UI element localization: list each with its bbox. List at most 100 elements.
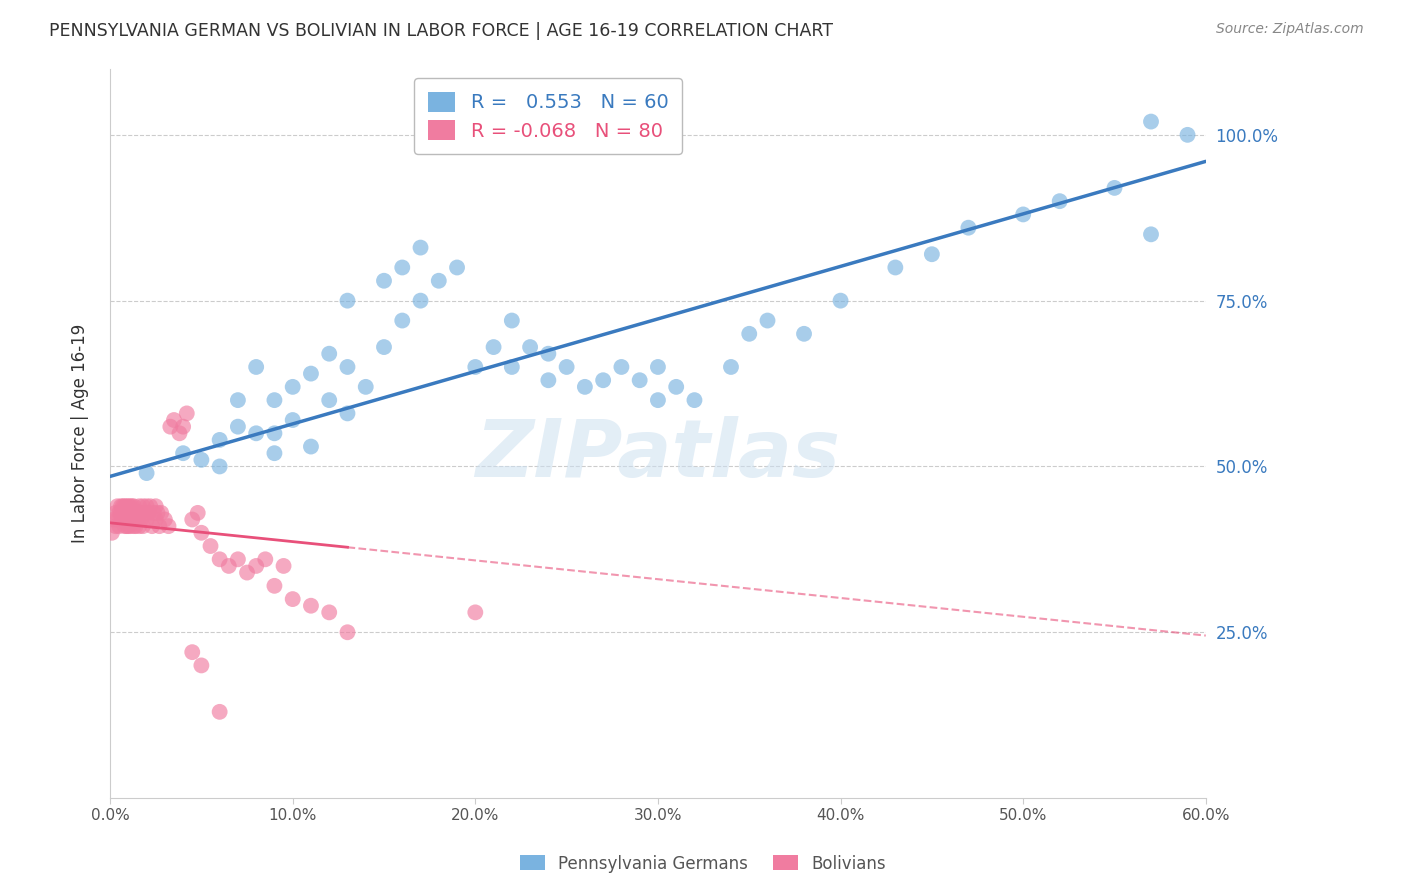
- Point: [128, 500, 150, 514]
- Point: [1140, 227, 1163, 242]
- Point: [1104, 181, 1126, 195]
- Point: [104, 519, 127, 533]
- Point: [121, 506, 143, 520]
- Point: [299, 440, 322, 454]
- Point: [105, 512, 128, 526]
- Point: [501, 359, 523, 374]
- Point: [134, 506, 156, 520]
- Point: [181, 512, 204, 526]
- Point: [647, 359, 669, 374]
- Point: [957, 220, 980, 235]
- Point: [208, 459, 231, 474]
- Point: [115, 519, 138, 533]
- Point: [299, 367, 322, 381]
- Point: [122, 500, 145, 514]
- Point: [373, 274, 395, 288]
- Point: [122, 519, 145, 533]
- Point: [190, 658, 212, 673]
- Point: [111, 500, 134, 514]
- Point: [132, 500, 155, 514]
- Point: [120, 512, 142, 526]
- Point: [665, 380, 688, 394]
- Point: [1140, 114, 1163, 128]
- Legend: Pennsylvania Germans, Bolivians: Pennsylvania Germans, Bolivians: [513, 848, 893, 880]
- Point: [117, 519, 139, 533]
- Text: Source: ZipAtlas.com: Source: ZipAtlas.com: [1216, 22, 1364, 37]
- Legend: R =   0.553   N = 60, R = -0.068   N = 80: R = 0.553 N = 60, R = -0.068 N = 80: [415, 78, 682, 154]
- Point: [1177, 128, 1199, 142]
- Point: [105, 500, 128, 514]
- Point: [135, 512, 157, 526]
- Point: [391, 260, 413, 275]
- Point: [281, 380, 304, 394]
- Point: [129, 512, 152, 526]
- Point: [793, 326, 815, 341]
- Point: [921, 247, 943, 261]
- Point: [128, 519, 150, 533]
- Point: [150, 506, 173, 520]
- Point: [555, 359, 578, 374]
- Text: ZIPatlas: ZIPatlas: [475, 417, 841, 494]
- Point: [114, 500, 136, 514]
- Point: [1012, 207, 1035, 221]
- Point: [226, 552, 249, 566]
- Point: [148, 519, 170, 533]
- Point: [263, 426, 285, 441]
- Point: [273, 558, 295, 573]
- Point: [145, 512, 167, 526]
- Point: [101, 525, 124, 540]
- Point: [163, 413, 186, 427]
- Point: [592, 373, 614, 387]
- Point: [124, 519, 146, 533]
- Point: [121, 500, 143, 514]
- Point: [132, 519, 155, 533]
- Point: [218, 558, 240, 573]
- Point: [104, 506, 127, 520]
- Point: [519, 340, 541, 354]
- Text: PENNSYLVANIA GERMAN VS BOLIVIAN IN LABOR FORCE | AGE 16-19 CORRELATION CHART: PENNSYLVANIA GERMAN VS BOLIVIAN IN LABOR…: [49, 22, 834, 40]
- Point: [103, 512, 125, 526]
- Point: [245, 359, 267, 374]
- Point: [108, 519, 131, 533]
- Point: [738, 326, 761, 341]
- Point: [141, 519, 163, 533]
- Point: [318, 393, 340, 408]
- Point: [720, 359, 742, 374]
- Point: [336, 359, 359, 374]
- Point: [318, 606, 340, 620]
- Point: [127, 512, 149, 526]
- Point: [373, 340, 395, 354]
- Point: [647, 393, 669, 408]
- Point: [354, 380, 377, 394]
- Point: [135, 466, 157, 480]
- Point: [108, 506, 131, 520]
- Point: [200, 539, 222, 553]
- Point: [111, 512, 134, 526]
- Point: [482, 340, 505, 354]
- Point: [884, 260, 907, 275]
- Point: [391, 313, 413, 327]
- Point: [117, 512, 139, 526]
- Point: [159, 419, 181, 434]
- Point: [409, 293, 432, 308]
- Point: [208, 705, 231, 719]
- Point: [114, 519, 136, 533]
- Point: [537, 373, 560, 387]
- Point: [236, 566, 259, 580]
- Point: [120, 500, 142, 514]
- Point: [176, 406, 198, 420]
- Point: [121, 512, 143, 526]
- Point: [628, 373, 651, 387]
- Point: [129, 506, 152, 520]
- Point: [187, 506, 209, 520]
- Point: [139, 500, 162, 514]
- Point: [122, 506, 145, 520]
- Point: [464, 359, 486, 374]
- Point: [281, 413, 304, 427]
- Point: [117, 500, 139, 514]
- Point: [336, 293, 359, 308]
- Point: [115, 512, 138, 526]
- Point: [114, 506, 136, 520]
- Point: [427, 274, 450, 288]
- Point: [169, 426, 191, 441]
